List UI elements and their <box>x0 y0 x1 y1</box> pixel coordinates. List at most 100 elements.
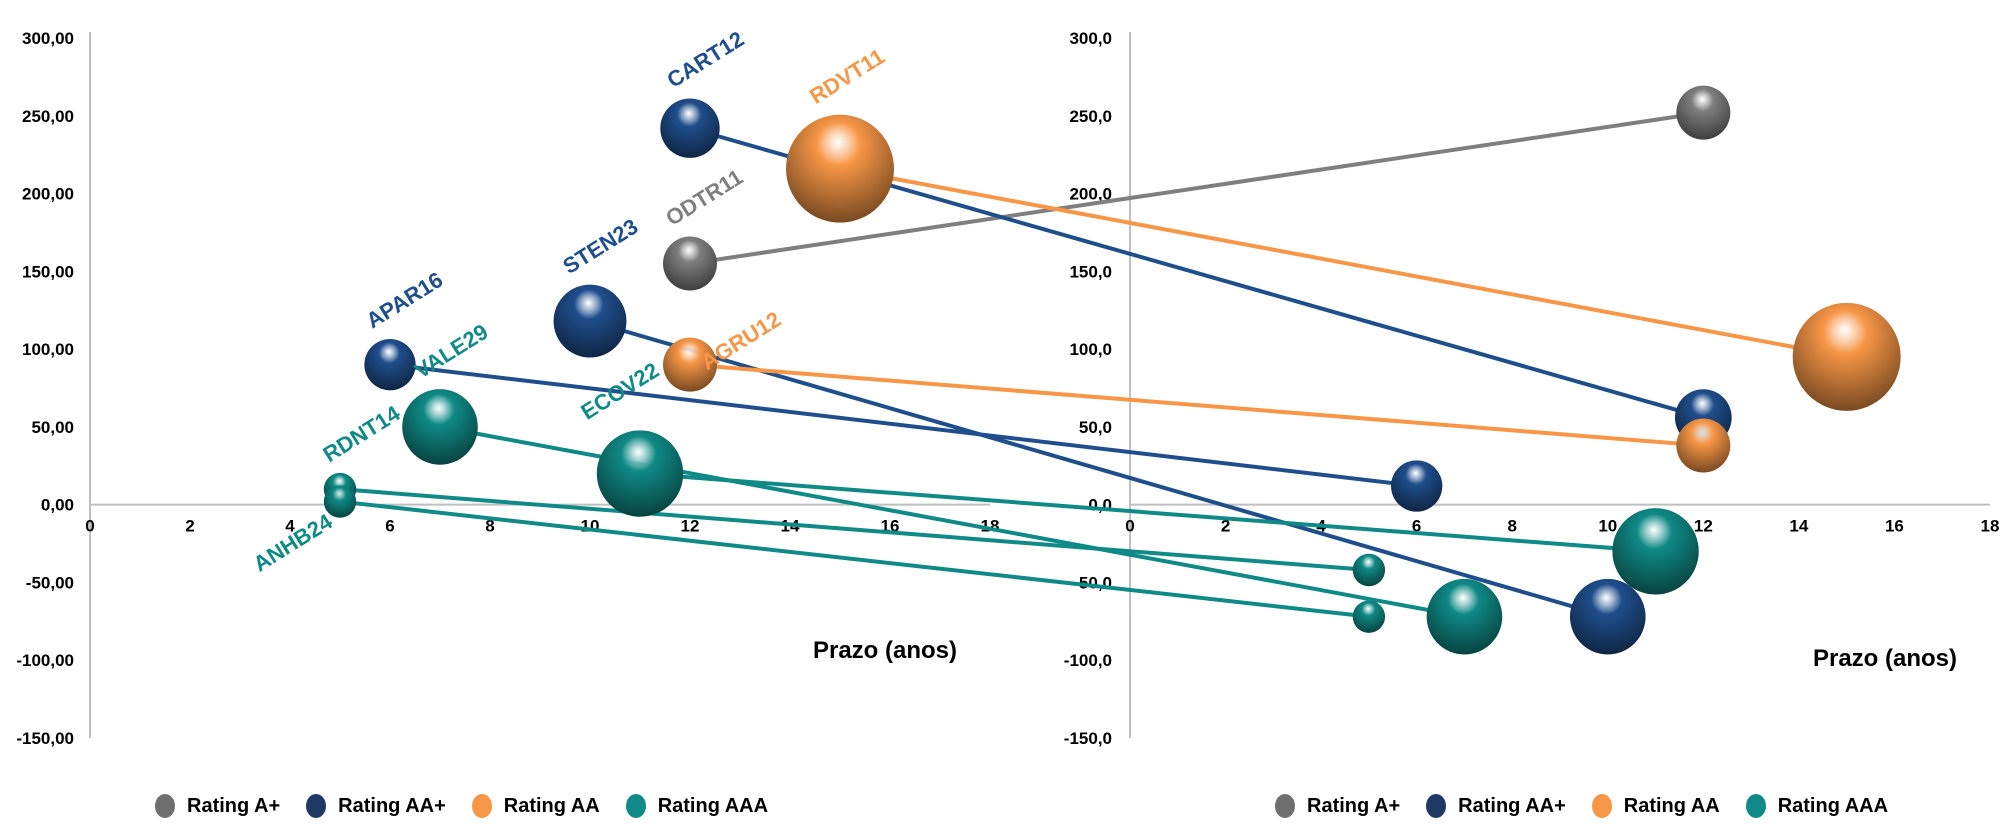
bubble-left-rdvt11 <box>786 114 894 223</box>
y-tick-label: 0,00 <box>41 496 74 515</box>
x-tick-label: 2 <box>1221 517 1230 536</box>
x-tick-label: 0 <box>1125 517 1134 536</box>
connector-line-rdvt11 <box>838 166 1849 359</box>
connector-line-sten23 <box>588 319 1610 619</box>
y-tick-label: 0,0 <box>1088 496 1112 515</box>
x-tick-label: 8 <box>1507 517 1516 536</box>
legend-marker-icon <box>1591 794 1612 818</box>
x-tick-label: 10 <box>581 517 600 536</box>
x-tick-label: 2 <box>185 517 194 536</box>
legend-marker-icon <box>155 794 175 818</box>
connector-line-agru12 <box>688 362 1706 448</box>
legend-marker-icon <box>1275 794 1295 818</box>
bubble-right-rdnt14 <box>1352 553 1386 587</box>
x-tick-label: 10 <box>1598 517 1617 536</box>
bubble-right-vale29 <box>1426 578 1503 655</box>
x-tick-label: 12 <box>1694 517 1713 536</box>
y-tick-label: 50,00 <box>31 418 74 437</box>
bubble-label-rdvt11: RDVT11 <box>805 44 889 109</box>
x-axis-title-right: Prazo (anos) <box>1813 645 1957 672</box>
legend-label: Rating AAA <box>657 794 769 817</box>
x-tick-label: 0 <box>85 517 94 536</box>
connector-line-rdnt14 <box>338 487 1371 572</box>
legend-item: Rating AA <box>1591 794 1720 818</box>
bubble-left-agru12 <box>663 337 717 392</box>
legend-item: Rating AAA <box>1745 794 1889 818</box>
x-tick-label: 6 <box>1412 517 1421 536</box>
legend-marker-icon <box>625 794 646 818</box>
bubble-right-ecov22 <box>1612 508 1699 595</box>
connector-line-anhb24 <box>338 499 1371 619</box>
x-tick-label: 4 <box>285 517 295 536</box>
y-tick-label: -150,0 <box>1064 729 1112 748</box>
legend-label: Rating AA <box>503 794 600 817</box>
legend-marker-icon <box>471 794 492 818</box>
bubble-label-odtr11: ODTR11 <box>661 164 747 231</box>
legend-item: Rating AA <box>471 794 600 818</box>
y-tick-label: 100,0 <box>1069 340 1112 359</box>
y-tick-label: 250,0 <box>1069 107 1112 126</box>
bubble-right-apar16 <box>1391 460 1443 512</box>
x-tick-label: 14 <box>1789 517 1808 536</box>
bubble-label-rdnt14: RDNT14 <box>319 400 405 467</box>
legend-item: Rating AAA <box>625 794 769 818</box>
legend-left: Rating A+ Rating AA+ Rating AA Rating AAA <box>155 794 794 818</box>
bubble-right-agru12 <box>1676 418 1731 473</box>
bubble-right-anhb24 <box>1352 600 1386 633</box>
y-tick-label: 250,00 <box>22 107 74 126</box>
legend-label: Rating A+ <box>187 794 281 817</box>
y-tick-label: 150,00 <box>22 262 74 281</box>
y-tick-label: 100,00 <box>22 340 74 359</box>
y-tick-label: -100,0 <box>1064 651 1112 670</box>
bubble-left-sten23 <box>553 284 627 358</box>
bubble-label-cart12: CART12 <box>662 26 748 93</box>
legend-item: Rating A+ <box>155 794 280 818</box>
legend-item: Rating AA+ <box>306 794 446 818</box>
y-tick-label: 300,0 <box>1069 29 1112 48</box>
x-tick-label: 6 <box>385 517 394 536</box>
bubble-right-rdvt11 <box>1792 302 1901 411</box>
y-tick-label: -50,00 <box>26 573 74 592</box>
legend-label: Rating A+ <box>1307 794 1401 817</box>
x-tick-label: 8 <box>485 517 494 536</box>
connector-lines-layer <box>338 110 1849 619</box>
legend-right: Rating A+ Rating AA+ Rating AA Rating AAA <box>1275 794 1914 818</box>
y-tick-label: -100,00 <box>16 651 74 670</box>
legend-label: Rating AA <box>1623 794 1720 817</box>
y-tick-label: 300,00 <box>22 29 74 48</box>
bubble-left-vale29 <box>402 389 478 465</box>
bubble-label-ecov22: ECOV22 <box>576 357 663 424</box>
bubble-right-odtr11 <box>1676 85 1731 140</box>
legend-label: Rating AA+ <box>338 794 446 817</box>
bubble-left-ecov22 <box>596 430 684 517</box>
connector-line-ecov22 <box>638 471 1658 554</box>
y-tick-label: 200,00 <box>22 185 74 204</box>
x-axis-title-left: Prazo (anos) <box>813 637 957 664</box>
axes-layer: 300,00250,00200,00150,00100,0050,000,00-… <box>16 29 1999 748</box>
x-tick-label: 16 <box>1885 517 1904 536</box>
bubble-left-cart12 <box>660 98 720 158</box>
y-tick-label: 50,0 <box>1079 418 1112 437</box>
y-tick-label: -150,00 <box>16 729 74 748</box>
legend-label: Rating AAA <box>1777 794 1889 817</box>
legend-marker-icon <box>1426 794 1447 818</box>
bubble-left-odtr11 <box>663 236 717 291</box>
bubble-chart: 300,00250,00200,00150,00100,0050,000,00-… <box>16 26 1999 748</box>
connector-line-odtr11 <box>688 110 1706 266</box>
legend-label: Rating AA+ <box>1458 794 1566 817</box>
legend-marker-icon <box>306 794 327 818</box>
bubble-left-apar16 <box>364 339 416 391</box>
y-tick-label: 150,0 <box>1069 262 1112 281</box>
bubble-label-apar16: APAR16 <box>362 267 447 333</box>
bubble-right-sten23 <box>1569 578 1646 655</box>
bubble-label-sten23: STEN23 <box>558 214 642 279</box>
bubbles-layer <box>323 85 1901 655</box>
legend-marker-icon <box>1745 794 1766 818</box>
x-tick-label: 18 <box>1981 517 2000 536</box>
legend-item: Rating A+ <box>1275 794 1400 818</box>
legend-item: Rating AA+ <box>1426 794 1566 818</box>
bubble-left-anhb24 <box>323 485 357 518</box>
x-tick-label: 12 <box>681 517 700 536</box>
y-tick-label: 200,0 <box>1069 185 1112 204</box>
connector-line-apar16 <box>388 362 1419 488</box>
